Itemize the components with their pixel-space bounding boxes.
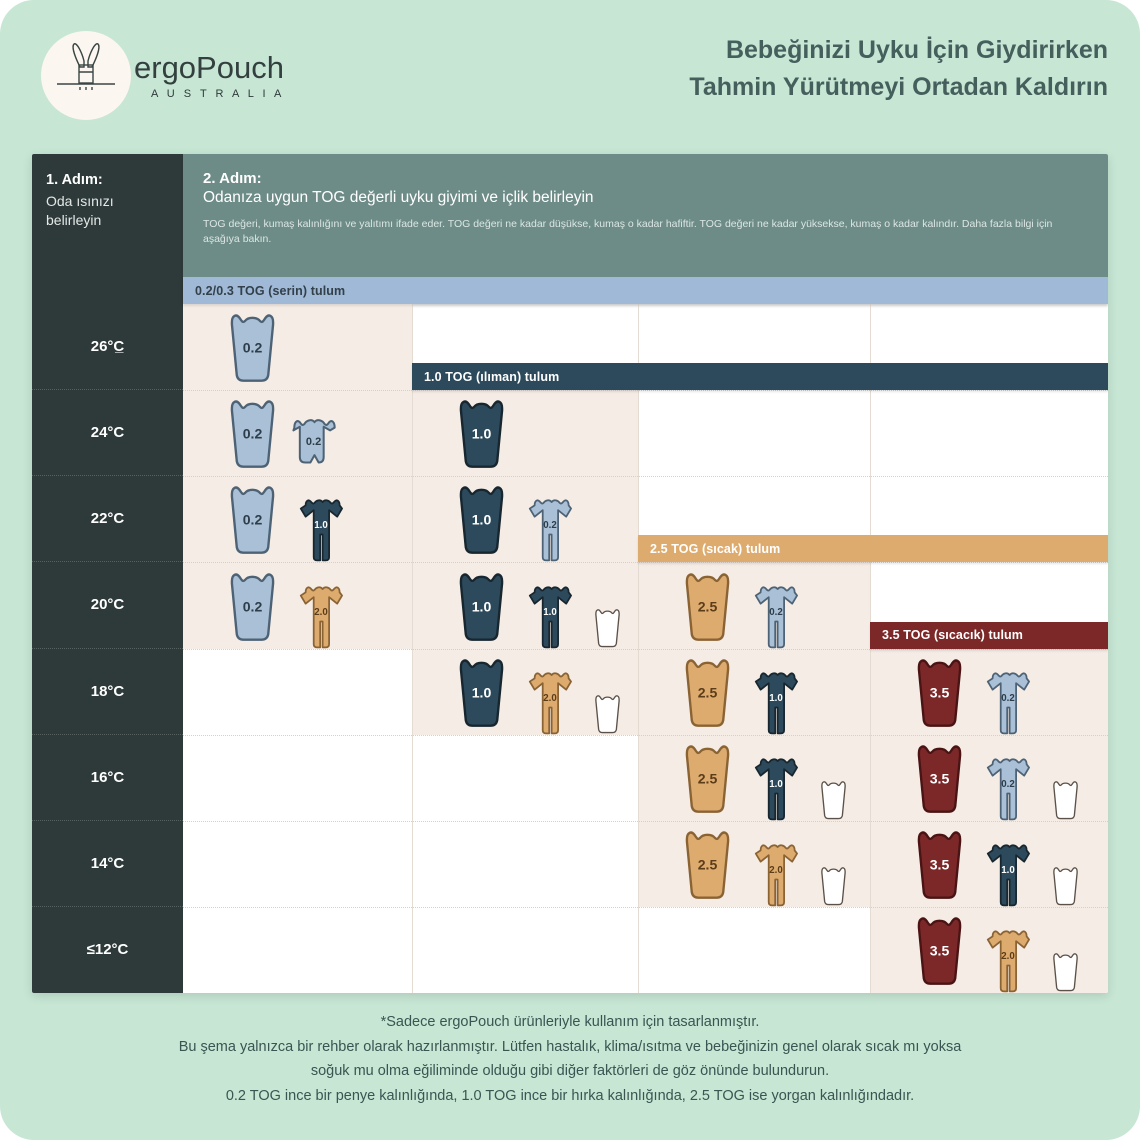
svg-text:0.2: 0.2 [543,520,557,531]
svg-text:0.2: 0.2 [243,598,263,614]
svg-text:1.0: 1.0 [314,520,328,531]
svg-text:0.2: 0.2 [769,607,783,618]
svg-text:1.0: 1.0 [769,779,783,790]
svg-text:2.5: 2.5 [698,856,718,872]
svg-text:1.0: 1.0 [1001,865,1015,876]
svg-text:3.5: 3.5 [930,856,950,872]
svg-text:1.0: 1.0 [472,598,492,614]
svg-text:2.0: 2.0 [1001,951,1015,962]
svg-text:1.0: 1.0 [543,607,557,618]
svg-text:3.5: 3.5 [930,943,950,959]
svg-text:0.2: 0.2 [243,340,263,356]
svg-text:0.2: 0.2 [306,436,321,448]
svg-text:2.5: 2.5 [698,598,718,614]
svg-text:0.2: 0.2 [243,426,263,442]
svg-text:3.5: 3.5 [930,770,950,786]
svg-text:1.0: 1.0 [472,684,492,700]
svg-text:2.5: 2.5 [698,770,718,786]
svg-text:2.5: 2.5 [698,684,718,700]
svg-text:0.2: 0.2 [1001,693,1015,704]
svg-text:1.0: 1.0 [769,693,783,704]
svg-text:2.0: 2.0 [769,865,783,876]
svg-text:3.5: 3.5 [930,684,950,700]
svg-text:2.0: 2.0 [543,693,557,704]
svg-text:1.0: 1.0 [472,512,492,528]
svg-text:0.2: 0.2 [1001,779,1015,790]
svg-text:0.2: 0.2 [243,512,263,528]
svg-text:1.0: 1.0 [472,426,492,442]
svg-text:2.0: 2.0 [314,607,328,618]
